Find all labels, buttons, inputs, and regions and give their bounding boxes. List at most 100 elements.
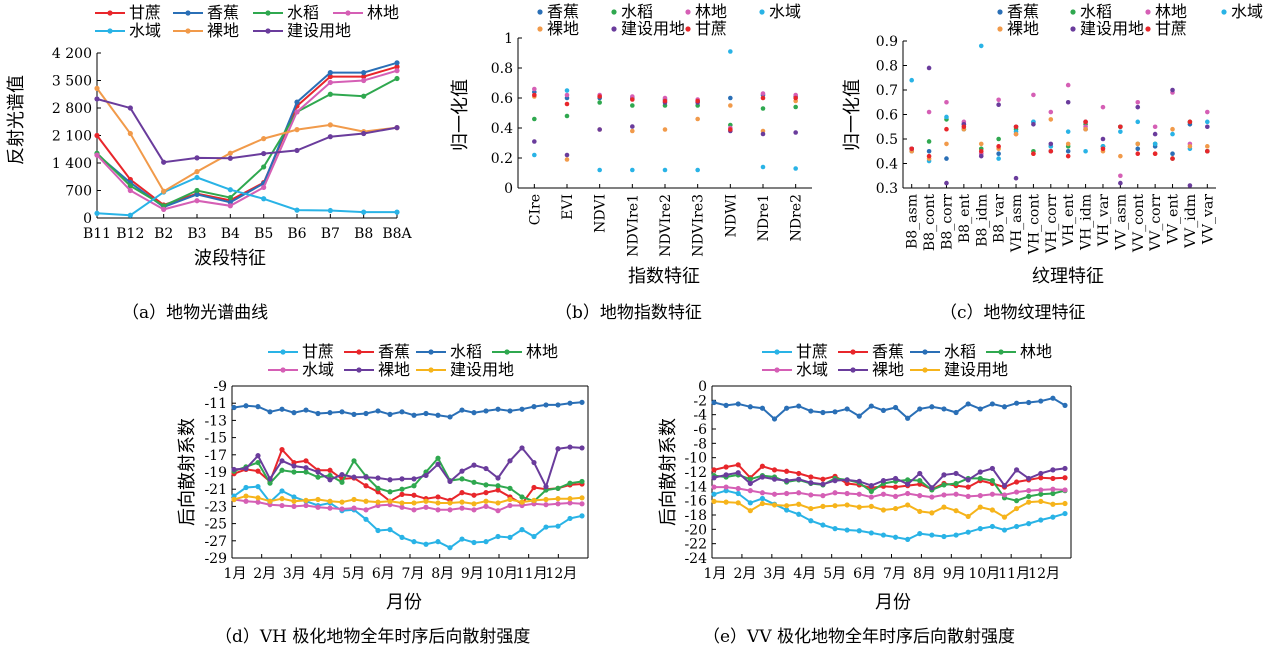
data-point <box>375 527 381 534</box>
y-tick-label: 700 <box>65 184 92 200</box>
y-tick-label: -9 <box>213 379 227 395</box>
x-axis-label: 波段特征 <box>194 248 266 269</box>
data-point <box>507 534 513 540</box>
data-point <box>1062 500 1068 507</box>
series-水域 <box>94 174 400 218</box>
data-point <box>267 476 273 482</box>
data-point <box>531 459 537 466</box>
legend-label: 建设用地 <box>621 19 685 38</box>
data-point <box>996 144 1001 149</box>
data-point <box>1048 109 1054 115</box>
legend-marker <box>922 349 928 355</box>
data-point <box>856 478 862 484</box>
series-水域 <box>532 49 798 173</box>
legend-marker <box>428 349 434 355</box>
legend-marker <box>280 349 286 355</box>
data-point <box>953 532 959 538</box>
data-point <box>1050 514 1056 520</box>
data-point <box>832 526 838 532</box>
data-point <box>387 411 393 417</box>
data-point <box>327 122 333 128</box>
data-point <box>435 455 441 461</box>
data-point <box>844 480 850 487</box>
data-point <box>279 488 285 494</box>
data-point <box>978 141 984 147</box>
data-point <box>1001 483 1008 489</box>
y-tick-label: 0.5 <box>876 132 898 148</box>
data-point <box>543 496 549 503</box>
data-point <box>1038 498 1044 504</box>
y-tick-label: 2 800 <box>52 101 92 117</box>
data-point <box>579 399 585 405</box>
data-point <box>880 407 887 413</box>
data-point <box>1031 122 1036 127</box>
x-tick-label: B7 <box>321 226 340 242</box>
series-甘蔗 <box>532 92 798 132</box>
y-tick-label: -2 <box>693 393 707 409</box>
data-point <box>291 463 297 469</box>
legend-label: 水稻 <box>1080 2 1112 21</box>
y-tick-label: -15 <box>204 431 227 447</box>
y-tick-label: 1 400 <box>52 156 92 172</box>
data-point <box>327 134 333 140</box>
data-point <box>977 504 983 510</box>
data-point <box>1152 124 1158 130</box>
data-point <box>1013 175 1019 181</box>
data-point <box>723 402 729 408</box>
data-point <box>1026 488 1032 494</box>
data-point <box>747 508 753 514</box>
data-point <box>411 492 417 498</box>
data-point <box>435 412 441 418</box>
data-point <box>771 491 778 497</box>
panel-b-index-features: 0 0.2 0.4 0.6 0.8 1 CIre EVI NDVI NDVIre1 NDVIre2 N… <box>450 2 812 287</box>
data-point <box>411 412 417 418</box>
y-tick-label: -4 <box>693 408 707 424</box>
data-point <box>231 496 237 503</box>
data-point <box>996 151 1001 156</box>
y-tick-label: 3 500 <box>52 74 92 90</box>
y-tick-label: 0.4 <box>491 121 513 137</box>
data-point <box>459 499 465 505</box>
data-point <box>1135 119 1141 125</box>
legend-label: 香蕉 <box>547 2 579 21</box>
data-point <box>793 130 798 135</box>
data-point <box>728 95 733 101</box>
data-point <box>711 399 717 406</box>
x-tick-label: VH_cont <box>1026 194 1042 256</box>
data-point <box>279 406 285 412</box>
data-point <box>735 490 741 497</box>
data-point <box>868 488 874 494</box>
y-tick-label: 0.2 <box>491 151 513 167</box>
data-point <box>820 493 826 499</box>
data-point <box>856 504 862 510</box>
data-point <box>519 406 525 412</box>
data-point <box>161 159 167 165</box>
x-tick-label: 7月 <box>402 566 425 582</box>
legend-marker <box>1070 9 1076 15</box>
data-point <box>989 478 995 484</box>
data-point <box>1026 499 1032 505</box>
y-axis-label: 反射光谱值 <box>6 75 27 165</box>
data-point <box>255 453 261 459</box>
data-point <box>747 404 753 410</box>
legend-label: 水稻 <box>944 342 976 361</box>
data-point <box>1038 487 1044 493</box>
data-point <box>483 498 489 504</box>
data-point <box>303 469 309 475</box>
data-point <box>394 60 400 66</box>
data-point <box>327 70 333 76</box>
series-line <box>96 65 398 207</box>
legend-label: 建设用地 <box>287 21 351 40</box>
data-point <box>1118 129 1123 134</box>
data-point <box>989 465 995 472</box>
data-point <box>423 504 429 510</box>
data-point <box>1170 151 1175 156</box>
data-point <box>926 148 932 154</box>
data-point <box>832 490 838 496</box>
x-tick-label: B8_ent <box>957 194 973 243</box>
data-point <box>941 472 947 478</box>
series-建设用地 <box>231 493 585 507</box>
y-tick-label: -21 <box>204 482 227 498</box>
